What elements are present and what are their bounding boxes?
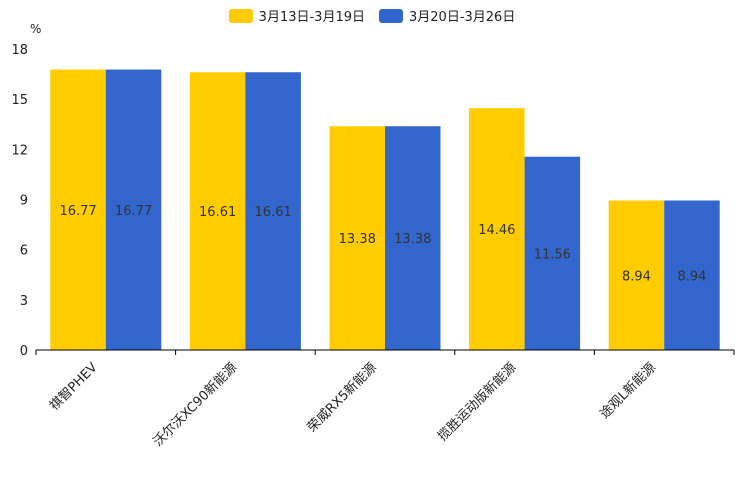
legend-label-series-1: 3月13日-3月19日 (258, 10, 365, 25)
legend-label-series-2: 3月20日-3月26日 (409, 10, 516, 25)
bar (189, 72, 246, 350)
bar (608, 200, 665, 350)
legend-item-series-1[interactable]: 3月13日-3月19日 (228, 6, 365, 25)
legend-swatch-series-2 (379, 8, 403, 23)
y-tick-label: 15 (11, 93, 28, 108)
data-label: 8.94 (622, 269, 651, 284)
data-label: 16.77 (115, 204, 152, 219)
data-label: 16.77 (59, 204, 96, 219)
data-label: 8.94 (677, 269, 706, 284)
data-label: 16.61 (199, 205, 236, 220)
bar (105, 69, 162, 351)
y-tick-label: 3 (20, 294, 28, 309)
y-tick-label: 9 (20, 194, 28, 209)
data-label: 13.38 (394, 232, 431, 247)
x-tick-label: 祺智PHEV (47, 360, 101, 414)
data-label: 14.46 (478, 223, 515, 238)
data-label: 16.61 (255, 205, 292, 220)
y-tick-label: 18 (11, 43, 28, 58)
bar (50, 69, 106, 351)
y-axis-unit: % (30, 22, 42, 36)
y-tick-label: 6 (20, 244, 28, 259)
bar (469, 108, 525, 351)
legend-swatch-series-1 (228, 8, 253, 23)
data-label: 11.56 (534, 247, 571, 262)
bar (524, 156, 581, 350)
y-tick-label: 0 (20, 344, 28, 359)
x-tick-label: 揽胜运动版新能源 (435, 360, 520, 445)
bar (664, 200, 720, 350)
data-label: 13.38 (339, 232, 376, 247)
x-tick-label: 沃尔沃XC90新能源 (150, 360, 240, 450)
bar (329, 126, 385, 350)
bar (245, 72, 301, 350)
legend: 3月13日-3月19日 3月20日-3月26日 (0, 6, 744, 25)
y-tick-label: 12 (11, 143, 28, 158)
x-tick-label: 荣威RX5新能源 (304, 360, 380, 436)
x-tick-label: 途观L新能源 (597, 360, 659, 422)
bar (385, 126, 441, 350)
legend-item-series-2[interactable]: 3月20日-3月26日 (379, 6, 515, 25)
